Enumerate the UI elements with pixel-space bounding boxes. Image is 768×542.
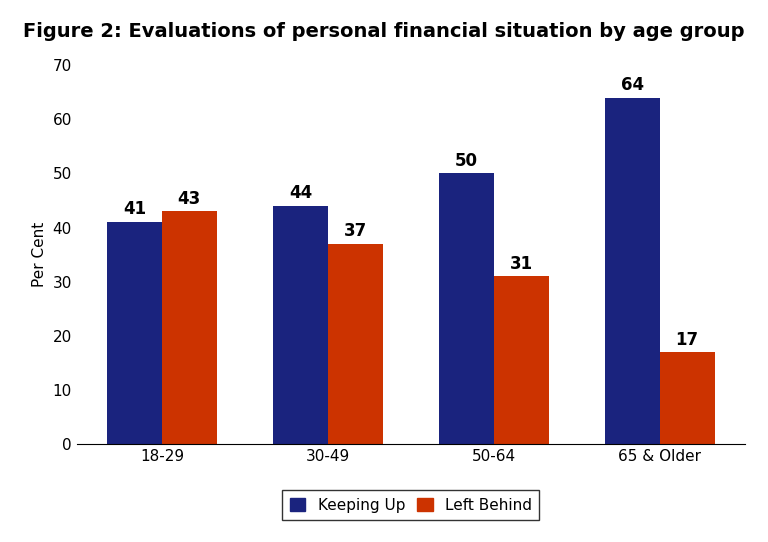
Text: Figure 2: Evaluations of personal financial situation by age group: Figure 2: Evaluations of personal financ… [23,22,745,41]
Bar [108,222,162,444]
Text: 50: 50 [455,152,478,170]
Bar [439,173,494,444]
Text: 41: 41 [123,201,146,218]
Text: 44: 44 [289,184,312,202]
Bar [162,211,217,444]
Y-axis label: Per Cent: Per Cent [32,222,47,287]
Bar [273,206,328,444]
Legend: Keeping Up, Left Behind: Keeping Up, Left Behind [283,490,539,520]
Text: 31: 31 [510,255,533,273]
Bar [494,276,548,444]
Bar [328,244,382,444]
Text: 37: 37 [343,222,367,240]
Text: 43: 43 [177,190,201,208]
Bar [605,98,660,444]
Bar [660,352,714,444]
Text: 17: 17 [676,331,699,349]
Text: 64: 64 [621,76,644,94]
